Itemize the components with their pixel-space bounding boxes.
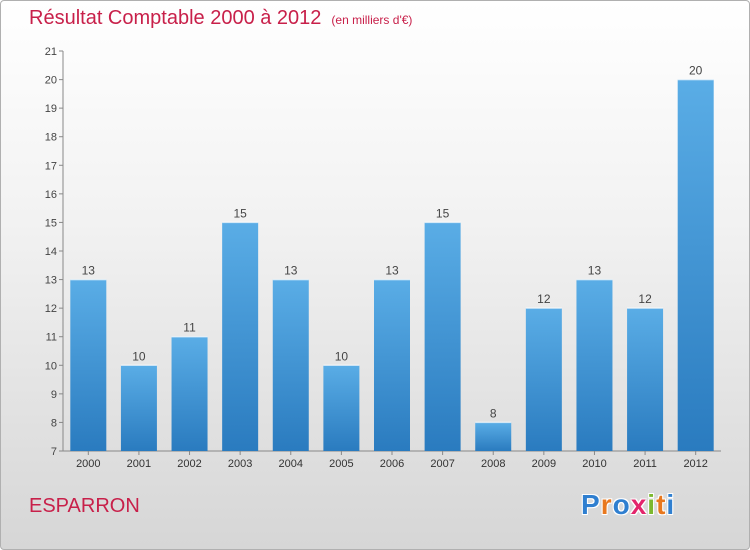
proxiti-logo: Proxiti (581, 489, 675, 521)
chart-title: Résultat Comptable 2000 à 2012 (en millie… (29, 7, 412, 30)
bar-2003 (222, 222, 259, 451)
chart-title-text: Résultat Comptable 2000 à 2012 (29, 7, 322, 29)
y-tick-label: 10 (45, 360, 57, 372)
bar-2000 (70, 279, 107, 451)
y-tick-label: 11 (46, 332, 57, 344)
data-label-2006: 13 (385, 264, 399, 278)
y-tick-label: 20 (45, 75, 57, 87)
data-label-2003: 15 (233, 206, 247, 220)
logo-letter: r (600, 489, 613, 520)
data-label-2007: 15 (436, 206, 450, 220)
bars (70, 78, 714, 452)
y-tick-label: 8 (51, 417, 57, 429)
chart-subtitle: (en milliers d'€) (331, 13, 413, 27)
logo-letter: t (656, 489, 667, 520)
data-labels: 13 10 11 15 13 10 13 15 8 12 13 12 20 (82, 64, 703, 421)
bar-2006 (374, 279, 410, 451)
logo-letter: P (581, 489, 601, 520)
data-label-2011: 12 (638, 292, 652, 306)
x-tick-labels: 2000 2001 2002 2003 2004 2005 2006 2007 2008 2009… (76, 458, 708, 470)
x-tick-label-2010: 2010 (582, 458, 606, 470)
x-tick-label-2012: 2012 (683, 458, 707, 470)
y-tick-label: 18 (45, 132, 57, 144)
x-tick-label-2001: 2001 (127, 458, 151, 470)
data-label-2009: 12 (537, 292, 551, 306)
x-tick-label-2003: 2003 (228, 458, 252, 470)
y-tick-label: 15 (45, 217, 57, 229)
bar-2004 (272, 279, 309, 451)
data-label-2005: 10 (335, 349, 349, 363)
y-tick-label: 14 (45, 246, 57, 258)
data-label-2000: 13 (82, 264, 96, 278)
bar-2008 (475, 422, 512, 451)
y-tick-label: 13 (45, 275, 57, 287)
y-tick-label: 9 (51, 389, 57, 401)
bar-2007 (424, 222, 461, 451)
x-tick-label-2005: 2005 (329, 458, 353, 470)
x-tick-label-2002: 2002 (177, 458, 201, 470)
x-tick-label-2000: 2000 (76, 458, 100, 470)
x-tick-label-2007: 2007 (430, 458, 454, 470)
x-tick-label-2004: 2004 (279, 458, 303, 470)
y-tick-label: 21 (45, 46, 57, 58)
bar-2012 (677, 79, 714, 452)
data-label-2008: 8 (490, 406, 497, 420)
logo-letter: i (666, 489, 676, 520)
data-label-2010: 13 (588, 264, 602, 278)
y-tick-label: 12 (45, 303, 57, 315)
y-tick-label: 19 (45, 103, 57, 115)
logo-letter: x (630, 489, 648, 520)
logo-letter: o (612, 489, 631, 520)
logo-letter: i (647, 489, 657, 520)
bar-2009 (525, 308, 562, 451)
bar-2011 (627, 308, 664, 451)
bar-2005 (323, 365, 360, 451)
bar-2001 (120, 365, 157, 451)
x-tick-label-2008: 2008 (481, 458, 505, 470)
commune-name: ESPARRON (29, 495, 140, 517)
y-tick-label: 17 (45, 160, 57, 172)
y-tick-labels: 7 8 9 10 11 12 13 14 15 16 17 18 19 20 21 (45, 46, 57, 458)
y-tick-label: 16 (45, 189, 57, 201)
bar-2002 (171, 336, 208, 451)
x-tick-label-2011: 2011 (633, 458, 657, 470)
x-tick-label-2009: 2009 (532, 458, 556, 470)
data-label-2004: 13 (284, 264, 298, 278)
data-label-2002: 11 (183, 321, 196, 335)
x-tick-label-2006: 2006 (380, 458, 404, 470)
y-tick-label: 7 (51, 446, 57, 458)
bar-2010 (576, 279, 613, 451)
data-label-2012: 20 (689, 64, 703, 78)
data-label-2001: 10 (132, 349, 146, 363)
